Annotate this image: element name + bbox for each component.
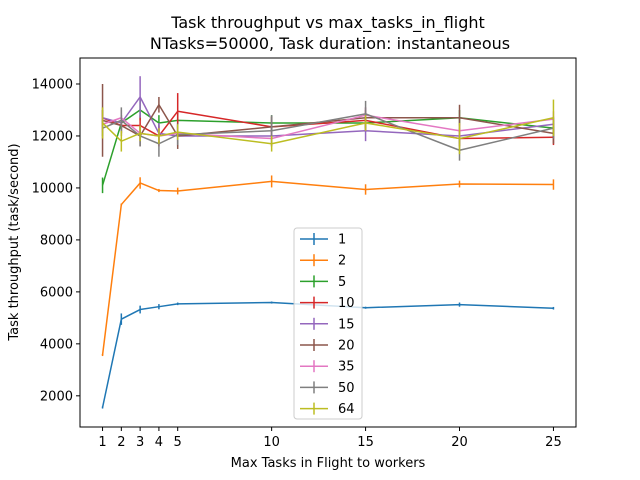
series-line bbox=[102, 114, 554, 140]
legend-entry: 50 bbox=[300, 381, 355, 396]
y-axis-label: Task throughput (task/second) bbox=[7, 143, 22, 341]
legend-label: 15 bbox=[338, 317, 355, 332]
series-35 bbox=[101, 107, 555, 147]
legend-label: 64 bbox=[338, 402, 355, 417]
x-tick-label: 5 bbox=[174, 435, 182, 450]
legend-label: 2 bbox=[338, 254, 346, 269]
legend-entry: 5 bbox=[300, 275, 346, 290]
x-tick-label: 15 bbox=[357, 435, 374, 450]
legend-entry: 1 bbox=[300, 233, 346, 248]
x-tick-label: 2 bbox=[117, 435, 125, 450]
x-tick-label: 20 bbox=[451, 435, 468, 450]
x-tick-label: 25 bbox=[545, 435, 562, 450]
y-tick-label: 14000 bbox=[32, 77, 73, 92]
series-1 bbox=[101, 301, 555, 409]
legend-entry: 10 bbox=[300, 296, 355, 311]
x-tick-label: 4 bbox=[155, 435, 163, 450]
legend-label: 50 bbox=[338, 381, 355, 396]
plot-frame bbox=[79, 57, 577, 428]
series-2 bbox=[101, 175, 555, 357]
series-15 bbox=[101, 76, 555, 147]
legend-entry: 2 bbox=[300, 254, 346, 269]
chart-subtitle: NTasks=50000, Task duration: instantaneo… bbox=[150, 34, 510, 53]
y-tick-label: 6000 bbox=[40, 285, 73, 300]
legend-entry: 35 bbox=[300, 360, 355, 375]
y-tick-label: 10000 bbox=[32, 181, 73, 196]
x-axis-label: Max Tasks in Flight to workers bbox=[231, 456, 426, 471]
legend-entry: 15 bbox=[300, 317, 355, 332]
series-64 bbox=[101, 99, 555, 155]
chart-title: Task throughput vs max_tasks_in_flight bbox=[170, 13, 485, 33]
legend-label: 5 bbox=[338, 275, 346, 290]
series-layer bbox=[101, 76, 555, 409]
x-tick-label: 10 bbox=[263, 435, 280, 450]
x-tick-label: 1 bbox=[98, 435, 106, 450]
y-tick-label: 8000 bbox=[40, 233, 73, 248]
x-axis: 1 2 3 4 5 10 15 20 25 bbox=[98, 427, 562, 450]
x-tick-label: 3 bbox=[136, 435, 144, 450]
legend-label: 20 bbox=[338, 339, 355, 354]
legend-label: 10 bbox=[338, 296, 355, 311]
legend-label: 1 bbox=[338, 233, 346, 248]
legend-entry: 20 bbox=[300, 339, 355, 354]
y-tick-label: 12000 bbox=[32, 129, 73, 144]
legend: 1 2 5 10 15 20 35 50 64 bbox=[293, 227, 363, 420]
legend-label: 35 bbox=[338, 360, 355, 375]
y-tick-label: 2000 bbox=[40, 389, 73, 404]
series-5 bbox=[101, 99, 555, 194]
legend-entry: 64 bbox=[300, 402, 355, 417]
series-line bbox=[102, 96, 554, 137]
y-tick-label: 4000 bbox=[40, 337, 73, 352]
y-axis: 2000 4000 6000 8000 10000 12000 14000 bbox=[32, 77, 80, 404]
